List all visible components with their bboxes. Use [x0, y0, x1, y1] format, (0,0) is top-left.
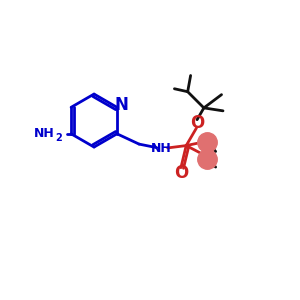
Text: 2: 2: [55, 133, 62, 143]
Text: O: O: [174, 164, 188, 182]
Text: N: N: [114, 96, 128, 114]
Text: NH: NH: [151, 142, 172, 155]
Text: NH: NH: [34, 127, 55, 140]
Text: O: O: [190, 114, 204, 132]
